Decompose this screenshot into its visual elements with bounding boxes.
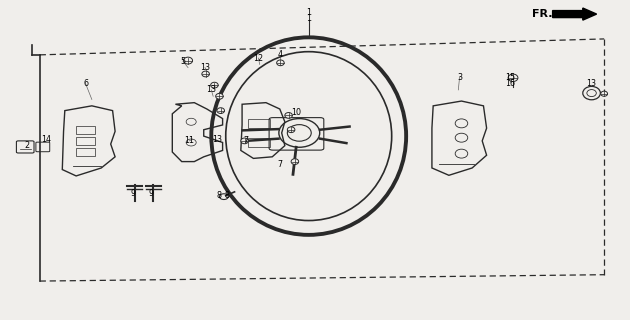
Bar	[76, 137, 95, 145]
Text: 8: 8	[216, 191, 221, 200]
Text: 13: 13	[206, 85, 216, 94]
Text: 1: 1	[306, 8, 311, 17]
Ellipse shape	[217, 108, 224, 114]
Ellipse shape	[285, 113, 292, 118]
Text: 12: 12	[253, 53, 263, 62]
Text: 8: 8	[224, 190, 229, 200]
Bar	[76, 148, 95, 156]
Ellipse shape	[508, 74, 518, 82]
Text: 7: 7	[243, 136, 248, 145]
Text: 9: 9	[130, 189, 135, 198]
Text: 16: 16	[505, 79, 515, 88]
Text: 6: 6	[83, 79, 88, 88]
Ellipse shape	[215, 93, 223, 99]
Ellipse shape	[583, 86, 600, 100]
Text: 10: 10	[291, 108, 301, 117]
Ellipse shape	[291, 159, 299, 164]
Ellipse shape	[183, 57, 193, 64]
Text: 3: 3	[457, 73, 462, 82]
Text: 5: 5	[180, 57, 186, 66]
Text: 1: 1	[306, 14, 311, 23]
Text: FR.: FR.	[532, 9, 553, 19]
Text: 14: 14	[41, 135, 51, 144]
Ellipse shape	[202, 71, 209, 77]
Text: 15: 15	[505, 73, 515, 82]
Text: 13: 13	[212, 135, 222, 144]
Ellipse shape	[587, 90, 597, 97]
Text: 7: 7	[278, 160, 283, 169]
Text: 13: 13	[200, 63, 210, 72]
Ellipse shape	[210, 82, 218, 88]
Ellipse shape	[601, 91, 607, 96]
Bar	[248, 138, 270, 147]
Text: 9: 9	[149, 189, 154, 198]
Bar	[248, 119, 270, 127]
Ellipse shape	[287, 127, 295, 132]
Text: 2: 2	[25, 141, 30, 150]
Ellipse shape	[277, 60, 284, 66]
Text: 11: 11	[185, 136, 194, 145]
Text: 13: 13	[587, 79, 597, 88]
Text: 4: 4	[278, 50, 283, 59]
Bar	[76, 126, 95, 133]
Ellipse shape	[241, 138, 248, 144]
FancyArrow shape	[553, 8, 597, 20]
